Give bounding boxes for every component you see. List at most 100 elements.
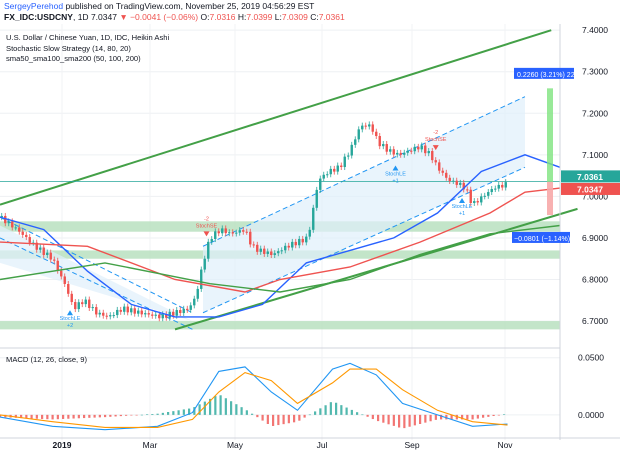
candle-body	[483, 195, 486, 197]
macd-histogram-bar	[298, 414, 301, 421]
macd-histogram-bar	[182, 409, 185, 415]
macd-histogram-bar	[20, 414, 23, 419]
macd-histogram-bar	[482, 414, 485, 418]
open-value: 7.0316	[209, 12, 236, 22]
signal-arrow	[459, 198, 465, 203]
low-value: 7.0309	[281, 12, 308, 22]
macd-histogram-bar	[245, 410, 248, 415]
time-tick-label: 2019	[53, 440, 72, 450]
macd-histogram-bar	[329, 402, 332, 415]
macd-histogram-bar	[151, 414, 154, 415]
candle-body	[203, 258, 206, 270]
candle-body	[427, 151, 430, 154]
candle-body	[88, 299, 91, 309]
macd-histogram-bar	[492, 414, 495, 416]
macd-histogram-bar	[35, 414, 38, 419]
ohlc-line: FX_IDC:USDCNY, 1D 7.0347 ▼ −0.0041 (−0.0…	[4, 12, 345, 22]
candle-body	[312, 207, 315, 230]
author-link[interactable]: SergeyPerehod	[4, 1, 64, 11]
candle-body	[179, 310, 182, 314]
macd-histogram-bar	[266, 414, 269, 424]
candle-body	[112, 315, 115, 317]
candle-body	[322, 174, 325, 179]
candle-body	[154, 314, 157, 316]
time-axis[interactable]: 2019 Mar May Jul Sep Nov	[0, 437, 620, 450]
candle-body	[28, 237, 31, 243]
legend-study-sma[interactable]: sma50_sma100_sma200 (50, 100, 200)	[6, 54, 141, 63]
candle-body	[228, 232, 231, 234]
macd-histogram-bar	[450, 414, 453, 420]
macd-histogram-bar	[161, 412, 164, 415]
candle-body	[126, 306, 129, 313]
macd-histogram-bar	[209, 398, 212, 415]
signal-label: StochLE	[60, 316, 81, 322]
moving-averages	[0, 154, 561, 318]
c-label: C:	[310, 12, 319, 22]
legend-title[interactable]: U.S. Dollar / Chinese Yuan, 1D, IDC, Hei…	[6, 33, 170, 42]
price-tick-label: 6.7000	[582, 316, 608, 326]
macd-histogram-bar	[314, 411, 317, 415]
macd-histogram-bar	[293, 414, 296, 423]
macd-histogram-bar	[67, 414, 70, 419]
candle-body	[350, 144, 353, 156]
candle-body	[189, 305, 192, 310]
price-axis[interactable]: 6.7000 6.8000 6.9000 7.0000 7.1000 7.2000 7.30…	[559, 24, 620, 440]
candle-body	[158, 314, 161, 319]
candle-body	[469, 189, 472, 203]
macd-histogram-bar	[25, 414, 28, 419]
candle-body	[63, 276, 66, 285]
symbol-label[interactable]: FX_IDC:USDCNY	[4, 12, 73, 22]
candle-body	[273, 253, 276, 256]
candle-body	[256, 244, 259, 252]
support-zones	[0, 96, 560, 330]
macd-histogram-bar	[140, 414, 143, 416]
macd-histogram-bar	[88, 414, 91, 418]
candle-body	[42, 247, 45, 255]
candle-body	[305, 236, 308, 243]
candle-body	[193, 298, 196, 306]
candle-body	[266, 251, 269, 254]
candle-body	[434, 160, 437, 163]
candle-body	[441, 170, 444, 173]
macd-histogram-bar	[230, 401, 233, 415]
candle-body	[389, 149, 392, 152]
channel-fill-1	[0, 225, 193, 322]
candle-body	[490, 189, 493, 193]
macd-histogram-bar	[440, 414, 443, 420]
sma50-line	[0, 154, 561, 318]
candle-body	[361, 125, 364, 130]
measure-down-badge	[512, 231, 570, 243]
legend-study-stoch[interactable]: Stochastic Slow Strategy (14, 80, 20)	[6, 43, 131, 53]
candle-body	[18, 227, 21, 232]
candle-body	[200, 269, 203, 289]
candle-body	[343, 156, 346, 168]
macd-histogram-bar	[261, 414, 264, 421]
macd-histogram-bar	[361, 414, 364, 416]
candle-body	[329, 168, 332, 175]
candle-body	[130, 308, 133, 313]
macd-histogram-bar	[256, 414, 259, 418]
candle-body	[347, 155, 350, 157]
macd-histogram-bar	[0, 414, 2, 418]
candle-body	[263, 248, 266, 254]
candle-body	[501, 184, 504, 188]
candle-body	[242, 230, 245, 232]
candle-body	[25, 234, 28, 238]
candle-body	[452, 180, 455, 182]
candle-body	[91, 307, 94, 309]
macd-histogram-bar	[235, 404, 238, 415]
macd-histogram-bar	[382, 414, 385, 423]
macd-histogram-bar	[366, 414, 369, 417]
candle-body	[459, 182, 462, 185]
macd-histogram-bar	[392, 414, 395, 426]
macd-legend[interactable]: MACD (12, 26, close, 9)	[6, 355, 88, 364]
legend: U.S. Dollar / Chinese Yuan, 1D, IDC, Hei…	[6, 33, 169, 65]
macd-histogram-bar	[77, 414, 80, 419]
macd-histogram-bar	[424, 414, 427, 423]
candle-body	[287, 245, 290, 248]
candle-body	[357, 129, 360, 140]
macd-histogram-bar	[371, 414, 374, 420]
macd-histogram-bar	[277, 414, 280, 426]
publish-text: published on TradingView.com, November 2…	[65, 1, 315, 11]
macd-line	[0, 362, 508, 431]
